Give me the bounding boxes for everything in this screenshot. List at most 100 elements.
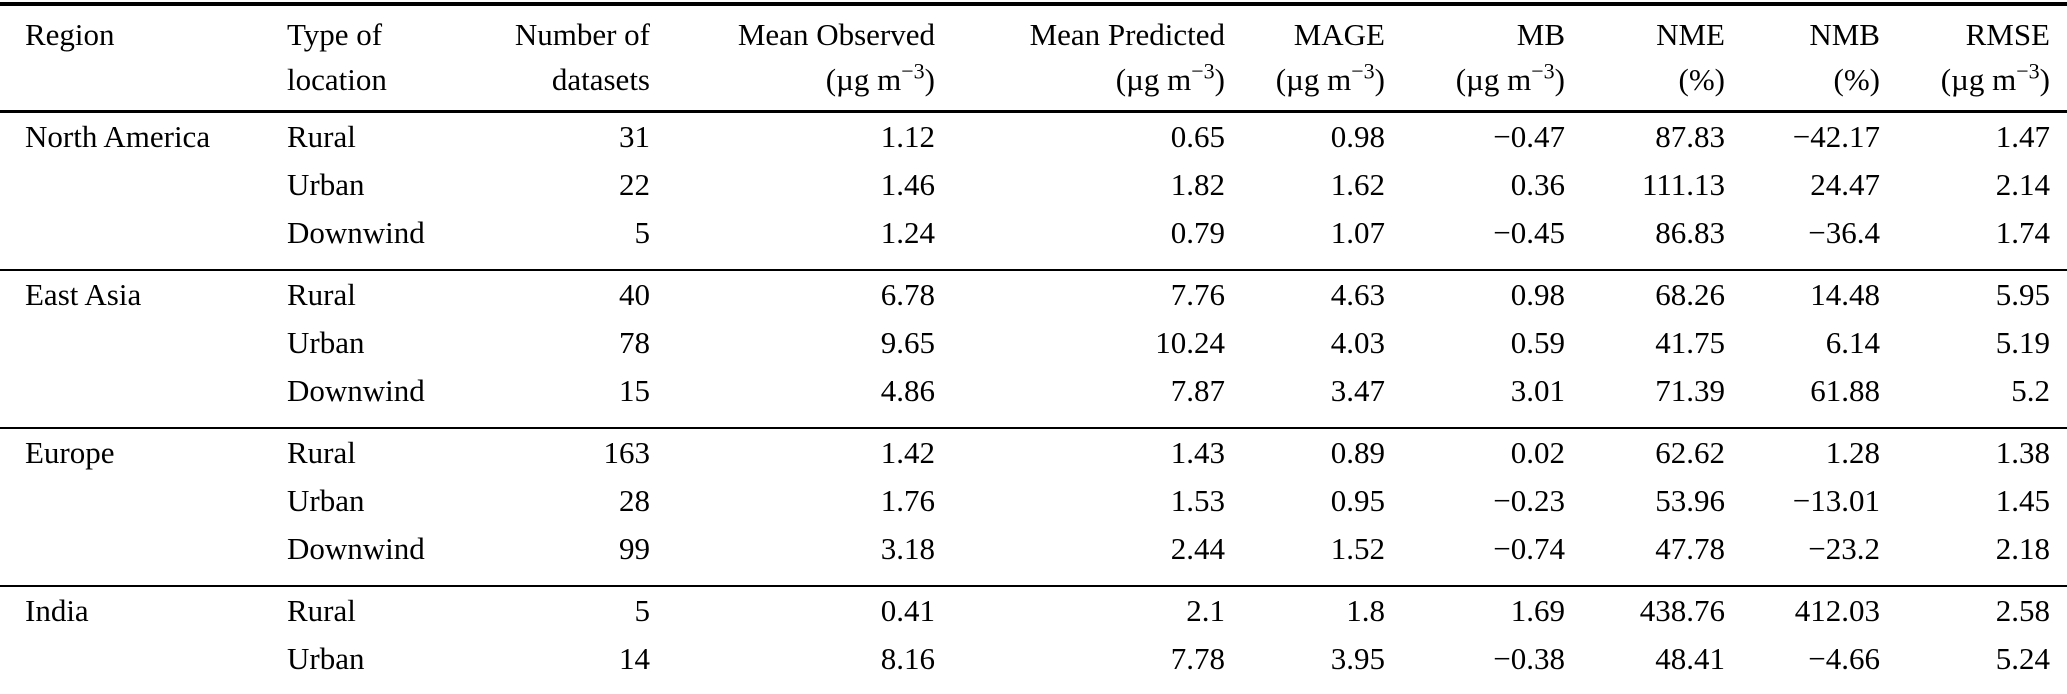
table-row: Downwind 5 1.24 0.79 1.07 −0.45 86.83 −3… xyxy=(0,209,2067,270)
col-header-mean-predicted: Mean Predicted (µg m−3) xyxy=(935,4,1225,112)
cell-value: −23.2 xyxy=(1808,531,1880,566)
table-row: Urban 78 9.65 10.24 4.03 0.59 41.75 6.14… xyxy=(0,319,2067,367)
cell-value: 14.48 xyxy=(1810,277,1880,312)
col-header-mage-line1: MAGE xyxy=(1293,17,1385,52)
col-header-mage: MAGE (µg m−3) xyxy=(1225,4,1385,112)
cell-value: 47.78 xyxy=(1655,531,1725,566)
cell-value: 2.1 xyxy=(1186,593,1225,628)
cell-value: −4.66 xyxy=(1808,641,1880,676)
cell-value: 1.45 xyxy=(1995,483,2050,518)
cell-value: 1.53 xyxy=(1170,483,1225,518)
cell-value: 40 xyxy=(619,277,650,312)
col-header-rmse-unit: (µg m−3) xyxy=(1940,58,2050,97)
cell-value: 5 xyxy=(634,215,651,250)
cell-region xyxy=(0,477,287,525)
cell-value: 48.41 xyxy=(1655,641,1725,676)
cell-value: −0.23 xyxy=(1493,483,1565,518)
cell-region: North America xyxy=(25,119,211,154)
cell-value: 1.52 xyxy=(1330,531,1385,566)
cell-value: 3.18 xyxy=(880,531,935,566)
cell-type: Urban xyxy=(287,167,365,202)
cell-value: 1.76 xyxy=(880,483,935,518)
cell-value: 15 xyxy=(619,373,650,408)
cell-region xyxy=(0,209,287,270)
cell-region xyxy=(0,319,287,367)
cell-type: Downwind xyxy=(287,215,425,250)
cell-value: 5 xyxy=(634,593,651,628)
cell-value: 0.36 xyxy=(1510,167,1565,202)
region-group-europe: Europe Rural 163 1.42 1.43 0.89 0.02 62.… xyxy=(0,428,2067,586)
col-header-nmb-unit: (%) xyxy=(1833,62,1880,97)
cell-value: −0.38 xyxy=(1493,641,1565,676)
col-header-mean-observed-line1: Mean Observed xyxy=(737,17,935,52)
cell-value: 61.88 xyxy=(1810,373,1880,408)
cell-value: 4.03 xyxy=(1330,325,1385,360)
col-header-num-line1: Number of xyxy=(514,17,650,52)
cell-value: 53.96 xyxy=(1655,483,1725,518)
cell-value: 1.24 xyxy=(880,215,935,250)
cell-value: 0.02 xyxy=(1510,435,1565,470)
cell-value: −13.01 xyxy=(1792,483,1880,518)
cell-value: 163 xyxy=(603,435,651,470)
cell-value: 0.98 xyxy=(1330,119,1385,154)
cell-type: Downwind xyxy=(287,531,425,566)
cell-value: 6.78 xyxy=(880,277,935,312)
cell-value: −42.17 xyxy=(1792,119,1880,154)
cell-value: 1.42 xyxy=(880,435,935,470)
col-header-type-line2: location xyxy=(287,62,387,97)
cell-region xyxy=(0,635,287,694)
table-header: Region Type of location Number of datase… xyxy=(0,4,2067,112)
col-header-region: Region xyxy=(0,4,287,112)
region-group-india: India Rural 5 0.41 2.1 1.8 1.69 438.76 4… xyxy=(0,586,2067,694)
cell-value: 1.46 xyxy=(880,167,935,202)
cell-type: Urban xyxy=(287,325,365,360)
cell-value: 3.47 xyxy=(1330,373,1385,408)
cell-value: 1.47 xyxy=(1995,119,2050,154)
cell-value: 86.83 xyxy=(1655,215,1725,250)
cell-value: 4.86 xyxy=(880,373,935,408)
cell-value: 71.39 xyxy=(1655,373,1725,408)
cell-value: 41.75 xyxy=(1655,325,1725,360)
table-row: Urban 14 8.16 7.78 3.95 −0.38 48.41 −4.6… xyxy=(0,635,2067,694)
region-group-north-america: North America Rural 31 1.12 0.65 0.98 −0… xyxy=(0,112,2067,271)
cell-value: 7.76 xyxy=(1170,277,1225,312)
cell-region xyxy=(0,367,287,428)
cell-value: 24.47 xyxy=(1810,167,1880,202)
region-group-east-asia: East Asia Rural 40 6.78 7.76 4.63 0.98 6… xyxy=(0,270,2067,428)
cell-value: −0.74 xyxy=(1493,531,1565,566)
cell-value: 7.87 xyxy=(1170,373,1225,408)
col-header-mean-predicted-unit: (µg m−3) xyxy=(1115,58,1225,97)
cell-value: 0.79 xyxy=(1170,215,1225,250)
cell-value: 1.8 xyxy=(1346,593,1385,628)
cell-value: 5.19 xyxy=(1995,325,2050,360)
cell-value: 1.74 xyxy=(1995,215,2050,250)
cell-type: Rural xyxy=(287,277,356,312)
table-row: East Asia Rural 40 6.78 7.76 4.63 0.98 6… xyxy=(0,270,2067,319)
cell-value: 438.76 xyxy=(1639,593,1725,628)
table-row: North America Rural 31 1.12 0.65 0.98 −0… xyxy=(0,112,2067,162)
cell-value: 31 xyxy=(619,119,650,154)
cell-value: 412.03 xyxy=(1794,593,1880,628)
cell-value: 22 xyxy=(619,167,650,202)
cell-value: 1.69 xyxy=(1510,593,1565,628)
cell-value: 111.13 xyxy=(1642,167,1725,202)
table-row: Urban 28 1.76 1.53 0.95 −0.23 53.96 −13.… xyxy=(0,477,2067,525)
table-row: Europe Rural 163 1.42 1.43 0.89 0.02 62.… xyxy=(0,428,2067,477)
cell-value: 2.14 xyxy=(1995,167,2050,202)
cell-value: 9.65 xyxy=(880,325,935,360)
cell-value: 0.98 xyxy=(1510,277,1565,312)
col-header-rmse: RMSE (µg m−3) xyxy=(1880,4,2067,112)
header-row: Region Type of location Number of datase… xyxy=(0,4,2067,112)
col-header-type-line1: Type of xyxy=(287,17,383,52)
cell-type: Rural xyxy=(287,593,356,628)
table-row: Downwind 15 4.86 7.87 3.47 3.01 71.39 61… xyxy=(0,367,2067,428)
cell-value: 8.16 xyxy=(880,641,935,676)
col-header-mb: MB (µg m−3) xyxy=(1385,4,1565,112)
cell-value: 28 xyxy=(619,483,650,518)
col-header-nme-unit: (%) xyxy=(1678,62,1725,97)
cell-value: 78 xyxy=(619,325,650,360)
cell-value: 87.83 xyxy=(1655,119,1725,154)
cell-value: 62.62 xyxy=(1655,435,1725,470)
cell-type: Downwind xyxy=(287,373,425,408)
